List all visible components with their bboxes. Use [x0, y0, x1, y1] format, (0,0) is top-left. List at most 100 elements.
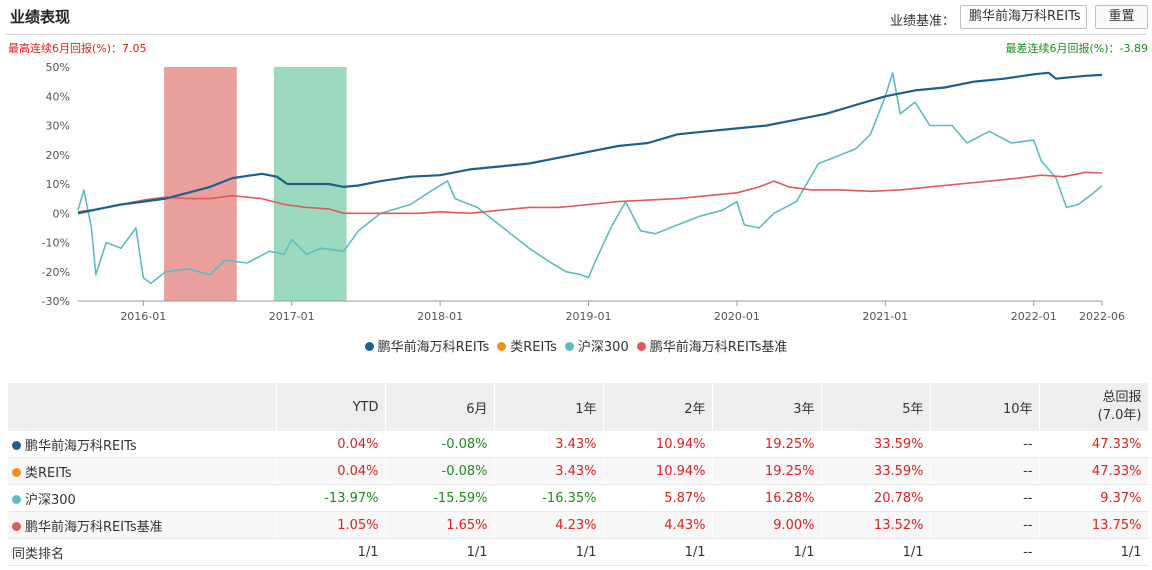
x-tick-label: 2016-01 — [120, 310, 166, 323]
value-cell: 9.00% — [712, 511, 822, 539]
value-cell: 3.43% — [494, 457, 604, 485]
y-tick-label: 50% — [46, 61, 70, 74]
value-cell: -13.97% — [276, 484, 386, 512]
series-dot-icon — [12, 494, 21, 504]
series-dot-icon — [12, 521, 21, 531]
header-3y: 3年 — [712, 383, 822, 431]
value-cell: 1/1 — [1039, 538, 1149, 566]
table-row: 类REITs 0.04% -0.08% 3.43% 10.94% 19.25% 33.59%… — [8, 457, 1149, 485]
legend-item[interactable]: 鹏华前海万科REITs基准 — [636, 336, 788, 355]
row-name: 类REITs — [25, 465, 72, 481]
header-2y: 2年 — [603, 383, 713, 431]
value-cell: 0.04% — [276, 431, 386, 458]
header-10y: 10年 — [930, 383, 1040, 431]
value-cell: 1/1 — [385, 538, 495, 566]
value-cell: 13.52% — [821, 511, 931, 539]
y-tick-label: -20% — [42, 266, 70, 279]
row-name: 沪深300 — [25, 492, 76, 508]
value-cell: -16.35% — [494, 484, 604, 512]
x-tick-label: 2017-01 — [269, 310, 315, 323]
x-tick-label: 2019-01 — [566, 310, 612, 323]
value-cell: 10.94% — [603, 431, 713, 458]
y-tick-label: -10% — [42, 237, 70, 250]
value-cell: 33.59% — [821, 431, 931, 458]
row-name: 鹏华前海万科REITs基准 — [25, 519, 163, 535]
table-row: 沪深300 -13.97% -15.59% -16.35% 5.87% 16.28% 20.… — [8, 484, 1149, 512]
legend-item[interactable]: 类REITs — [497, 336, 557, 355]
header-1y: 1年 — [494, 383, 604, 431]
best-6m-return-note: 最高连续6月回报(%)：7.05 — [8, 42, 147, 55]
performance-table: YTD 6月 1年 2年 3年 5年 10年 总回报 (7.0年) 鹏华前海万科… — [8, 383, 1149, 566]
header-total-label: 总回报 — [1102, 390, 1142, 405]
value-cell: -- — [930, 511, 1040, 539]
row-name-cell: 鹏华前海万科REITs基准 — [8, 511, 277, 539]
header-6m: 6月 — [385, 383, 495, 431]
value-cell: -15.59% — [385, 484, 495, 512]
value-cell: 1/1 — [821, 538, 931, 566]
series-line-0 — [77, 71, 1103, 215]
y-tick-label: 40% — [46, 90, 70, 103]
value-cell: 1.65% — [385, 511, 495, 539]
series-line-2 — [77, 72, 1103, 285]
value-cell: 19.25% — [712, 457, 822, 485]
value-cell: 47.33% — [1039, 431, 1149, 458]
value-cell: -- — [930, 431, 1040, 458]
row-name: 同类排名 — [12, 546, 65, 562]
value-cell: 4.23% — [494, 511, 604, 539]
chart-legend: 鹏华前海万科REITs 类REITs 沪深300 鹏华前海万科REITs基准 — [0, 336, 1152, 355]
header-total: 总回报 (7.0年) — [1039, 383, 1149, 431]
header-divider — [6, 34, 1146, 35]
performance-chart: -30% -20% -10% 0% 10% 20% 30% 40% 50% 2016-01 2017… — [42, 61, 1125, 323]
table-header-row: YTD 6月 1年 2年 3年 5年 10年 总回报 (7.0年) — [8, 383, 1149, 431]
benchmark-label: 业绩基准： — [890, 14, 956, 29]
legend-label: 类REITs — [510, 340, 557, 355]
section-title: 业绩表现 — [10, 8, 71, 26]
worst-6m-return-note: 最差连续6月回报(%)：-3.89 — [1005, 42, 1149, 55]
x-tick-label: 2020-01 — [714, 310, 760, 323]
row-name-cell: 沪深300 — [8, 484, 277, 512]
legend-label: 沪深300 — [577, 340, 629, 355]
value-cell: -- — [930, 484, 1040, 512]
value-cell: 47.33% — [1039, 457, 1149, 485]
x-tick-label: 2018-01 — [417, 310, 463, 323]
value-cell: -- — [930, 457, 1040, 485]
best-period-band — [164, 67, 237, 301]
value-cell: 4.43% — [603, 511, 713, 539]
header-total-sub: (7.0年) — [1097, 408, 1142, 423]
value-cell: 20.78% — [821, 484, 931, 512]
value-cell: 1/1 — [603, 538, 713, 566]
value-cell: -- — [930, 538, 1040, 566]
value-cell: 1/1 — [276, 538, 386, 566]
table-row: 同类排名 1/1 1/1 1/1 1/1 1/1 1/1 -- 1/1 — [8, 538, 1149, 566]
legend-label: 鹏华前海万科REITs基准 — [649, 340, 788, 355]
value-cell: 33.59% — [821, 457, 931, 485]
benchmark-select[interactable]: 鹏华前海万科REITs — [960, 5, 1087, 29]
value-cell: 9.37% — [1039, 484, 1149, 512]
legend-item[interactable]: 沪深300 — [564, 336, 629, 355]
value-cell: 1/1 — [712, 538, 822, 566]
table-row: 鹏华前海万科REITs 0.04% -0.08% 3.43% 10.94% 19.25% 3… — [8, 431, 1149, 458]
y-tick-label: 20% — [46, 149, 70, 162]
value-cell: 16.28% — [712, 484, 822, 512]
legend-dot-icon — [564, 342, 574, 351]
series-line-3 — [77, 171, 1103, 215]
legend-dot-icon — [636, 342, 646, 351]
row-name-cell: 鹏华前海万科REITs — [8, 431, 277, 458]
header-ytd: YTD — [276, 383, 386, 431]
value-cell: -0.08% — [385, 457, 495, 485]
row-name: 鹏华前海万科REITs — [25, 438, 137, 454]
legend-dot-icon — [364, 342, 374, 351]
legend-dot-icon — [497, 342, 507, 351]
header-5y: 5年 — [821, 383, 931, 431]
value-cell: 3.43% — [494, 431, 604, 458]
series-dot-icon — [12, 467, 21, 477]
legend-item[interactable]: 鹏华前海万科REITs — [364, 336, 489, 355]
reset-button[interactable]: 重置 — [1095, 5, 1148, 29]
x-tick-label: 2022-06 — [1079, 310, 1125, 323]
row-name-cell: 类REITs — [8, 457, 277, 485]
x-tick-label: 2022-01 — [1011, 310, 1057, 323]
value-cell: -0.08% — [385, 431, 495, 458]
value-cell: 10.94% — [603, 457, 713, 485]
table-row: 鹏华前海万科REITs基准 1.05% 1.65% 4.23% 4.43% 9.00% 13… — [8, 511, 1149, 539]
header-name — [8, 383, 277, 431]
